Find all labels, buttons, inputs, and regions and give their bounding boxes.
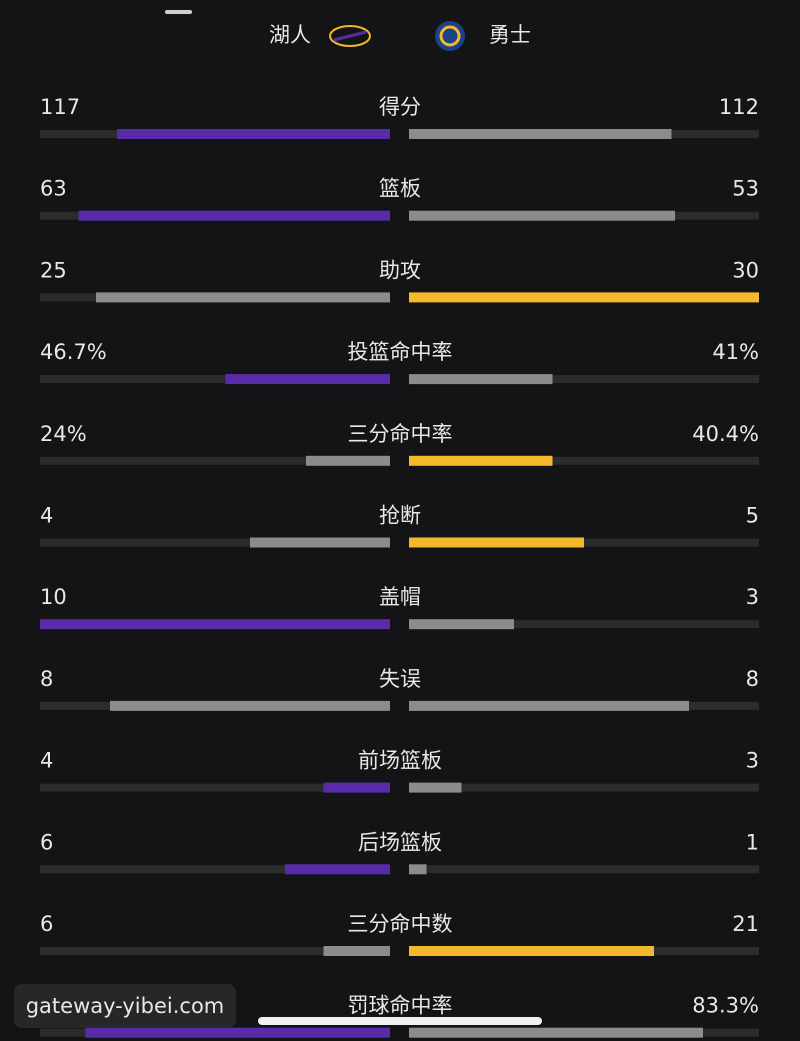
stat-label: 盖帽 (379, 585, 421, 609)
away-bar (409, 1027, 703, 1038)
home-track (40, 865, 390, 874)
away-bar (409, 782, 462, 793)
home-value: 25 (40, 258, 67, 282)
home-value: 8 (40, 667, 53, 691)
away-logo (435, 21, 465, 51)
away-bar (409, 864, 427, 875)
home-bar (85, 1027, 390, 1038)
away-track (409, 620, 759, 629)
away-value: 3 (746, 585, 759, 609)
away-bar (409, 129, 672, 139)
away-track (409, 375, 759, 384)
away-bar (409, 946, 654, 956)
stat-label: 三分命中数 (348, 912, 453, 936)
away-bar (409, 292, 759, 303)
home-bar (78, 210, 390, 221)
stat-label: 投篮命中率 (348, 340, 453, 364)
away-value: 3 (746, 749, 759, 773)
home-bar (225, 374, 390, 385)
home-bar (323, 946, 390, 956)
home-value: 24% (40, 422, 87, 446)
home-track (40, 456, 390, 465)
home-value: 6 (40, 912, 53, 936)
stat-label: 前场篮板 (358, 749, 442, 773)
home-value: 46.7% (40, 340, 107, 364)
home-value: 4 (40, 749, 53, 773)
away-bar (409, 537, 584, 548)
home-value: 63 (40, 177, 67, 201)
away-bar (409, 455, 553, 466)
home-track (40, 783, 390, 792)
stat-label: 罚球命中率 (348, 994, 453, 1018)
stat-label: 三分命中率 (348, 422, 453, 446)
top-indicator (165, 10, 192, 14)
away-bar (409, 700, 689, 711)
away-value: 21 (732, 912, 759, 936)
stat-label: 失误 (379, 667, 421, 691)
home-value: 4 (40, 504, 53, 528)
home-track (40, 375, 390, 384)
away-bar (409, 210, 675, 221)
away-value: 1 (746, 830, 759, 854)
away-value: 41% (712, 340, 759, 364)
stat-label: 篮板 (379, 177, 421, 201)
home-bar (110, 700, 390, 711)
home-indicator (258, 1017, 542, 1025)
away-track (409, 456, 759, 465)
away-value: 40.4% (692, 422, 759, 446)
away-value: 8 (746, 667, 759, 691)
away-value: 30 (732, 258, 759, 282)
stat-label: 抢断 (379, 504, 421, 528)
away-value: 53 (732, 177, 759, 201)
away-team: 勇士 (489, 23, 531, 47)
stat-label: 后场篮板 (358, 830, 442, 854)
away-bar (409, 619, 514, 630)
away-track (409, 865, 759, 874)
away-bar (409, 374, 553, 385)
home-value: 117 (40, 95, 80, 119)
away-track (409, 783, 759, 792)
home-bar (40, 619, 390, 630)
away-value: 83.3% (692, 994, 759, 1018)
home-bar (250, 537, 390, 548)
watermark-box (14, 984, 236, 1028)
home-bar (285, 864, 390, 875)
home-track (40, 947, 390, 955)
home-bar (117, 129, 390, 139)
home-track (40, 538, 390, 547)
home-team: 湖人 (269, 23, 311, 47)
home-value: 10 (40, 585, 67, 609)
home-bar (306, 455, 390, 466)
away-value: 112 (719, 95, 759, 119)
home-value: 6 (40, 830, 53, 854)
away-value: 5 (746, 504, 759, 528)
stat-label: 助攻 (379, 258, 421, 282)
stat-label: 得分 (379, 95, 421, 119)
home-bar (323, 782, 390, 793)
home-bar (96, 292, 390, 303)
watermark: gateway-yibei.com (26, 994, 225, 1018)
home-logo (329, 25, 371, 47)
